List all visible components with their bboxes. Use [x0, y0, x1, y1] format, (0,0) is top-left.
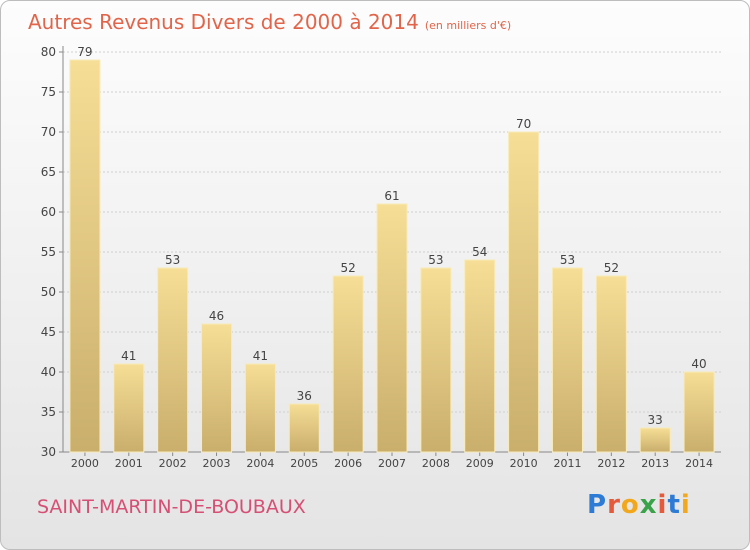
data-label: 54 [472, 245, 487, 259]
data-label: 41 [253, 349, 268, 363]
data-label: 53 [165, 253, 180, 267]
logo-letter: P [587, 490, 608, 520]
logo-letter: r [607, 490, 621, 520]
x-tick-label: 2010 [510, 457, 538, 470]
data-label: 40 [691, 357, 706, 371]
logo-letter: i [680, 490, 691, 520]
y-tick-label: 45 [41, 325, 56, 339]
x-tick-label: 2004 [246, 457, 274, 470]
y-tick-label: 30 [41, 445, 56, 459]
logo-letter: x [639, 490, 658, 520]
commune-name: SAINT-MARTIN-DE-BOUBAUX [37, 496, 306, 518]
x-tick-label: 2005 [290, 457, 318, 470]
x-tick-label: 2000 [71, 457, 99, 470]
y-tick-label: 75 [41, 85, 56, 99]
chart-title: Autres Revenus Divers de 2000 à 2014 (en … [28, 10, 511, 34]
logo-letter: o [620, 490, 640, 520]
data-label: 52 [604, 261, 619, 275]
logo-letter: i [657, 490, 668, 520]
y-tick-label: 80 [41, 45, 56, 59]
labels: 79 41 53 46 41 36 52 61 53 54 70 53 52 33 40 [77, 45, 706, 427]
bars [69, 59, 715, 453]
x-tick-label: 2013 [641, 457, 669, 470]
bar [420, 267, 452, 453]
x-tick-label: 2001 [115, 457, 143, 470]
bar [683, 371, 715, 453]
data-label: 53 [428, 253, 443, 267]
x-tick-label: 2012 [597, 457, 625, 470]
chart-title-text: Autres Revenus Divers de 2000 à 2014 [28, 10, 419, 34]
data-label: 41 [121, 349, 136, 363]
data-label: 79 [77, 45, 92, 59]
bar [113, 363, 145, 453]
data-label: 70 [516, 117, 531, 131]
data-label: 46 [209, 309, 224, 323]
logo-letter: t [667, 490, 681, 520]
bar [508, 131, 540, 453]
x-tick-label: 2008 [422, 457, 450, 470]
y-tick-label: 55 [41, 245, 56, 259]
x-tick-label: 2007 [378, 457, 406, 470]
data-label: 33 [648, 413, 663, 427]
data-label: 52 [340, 261, 355, 275]
bar [639, 427, 671, 453]
data-label: 53 [560, 253, 575, 267]
bar [551, 267, 583, 453]
data-label: 61 [384, 189, 399, 203]
x-tick-label: 2002 [159, 457, 187, 470]
x-tick-label: 2006 [334, 457, 362, 470]
bar [332, 275, 364, 453]
y-tick-label: 65 [41, 165, 56, 179]
x-tick-label: 2014 [685, 457, 713, 470]
x-tick-label: 2003 [203, 457, 231, 470]
bar [595, 275, 627, 453]
y-tick-label: 70 [41, 125, 56, 139]
x-tick-label: 2011 [553, 457, 581, 470]
data-label: 36 [297, 389, 312, 403]
bar [244, 363, 276, 453]
x-tick-label: 2009 [466, 457, 494, 470]
bar [157, 267, 189, 453]
y-tick-label: 35 [41, 405, 56, 419]
proxiti-logo: Proxiti [587, 490, 691, 520]
bar [464, 259, 496, 453]
bar [201, 323, 233, 453]
y-tick-label: 50 [41, 285, 56, 299]
bar [288, 403, 320, 453]
chart-unit: (en milliers d'€) [424, 19, 512, 32]
bar [376, 203, 408, 453]
y-tick-label: 60 [41, 205, 56, 219]
bar [69, 59, 101, 453]
y-tick-label: 40 [41, 365, 56, 379]
